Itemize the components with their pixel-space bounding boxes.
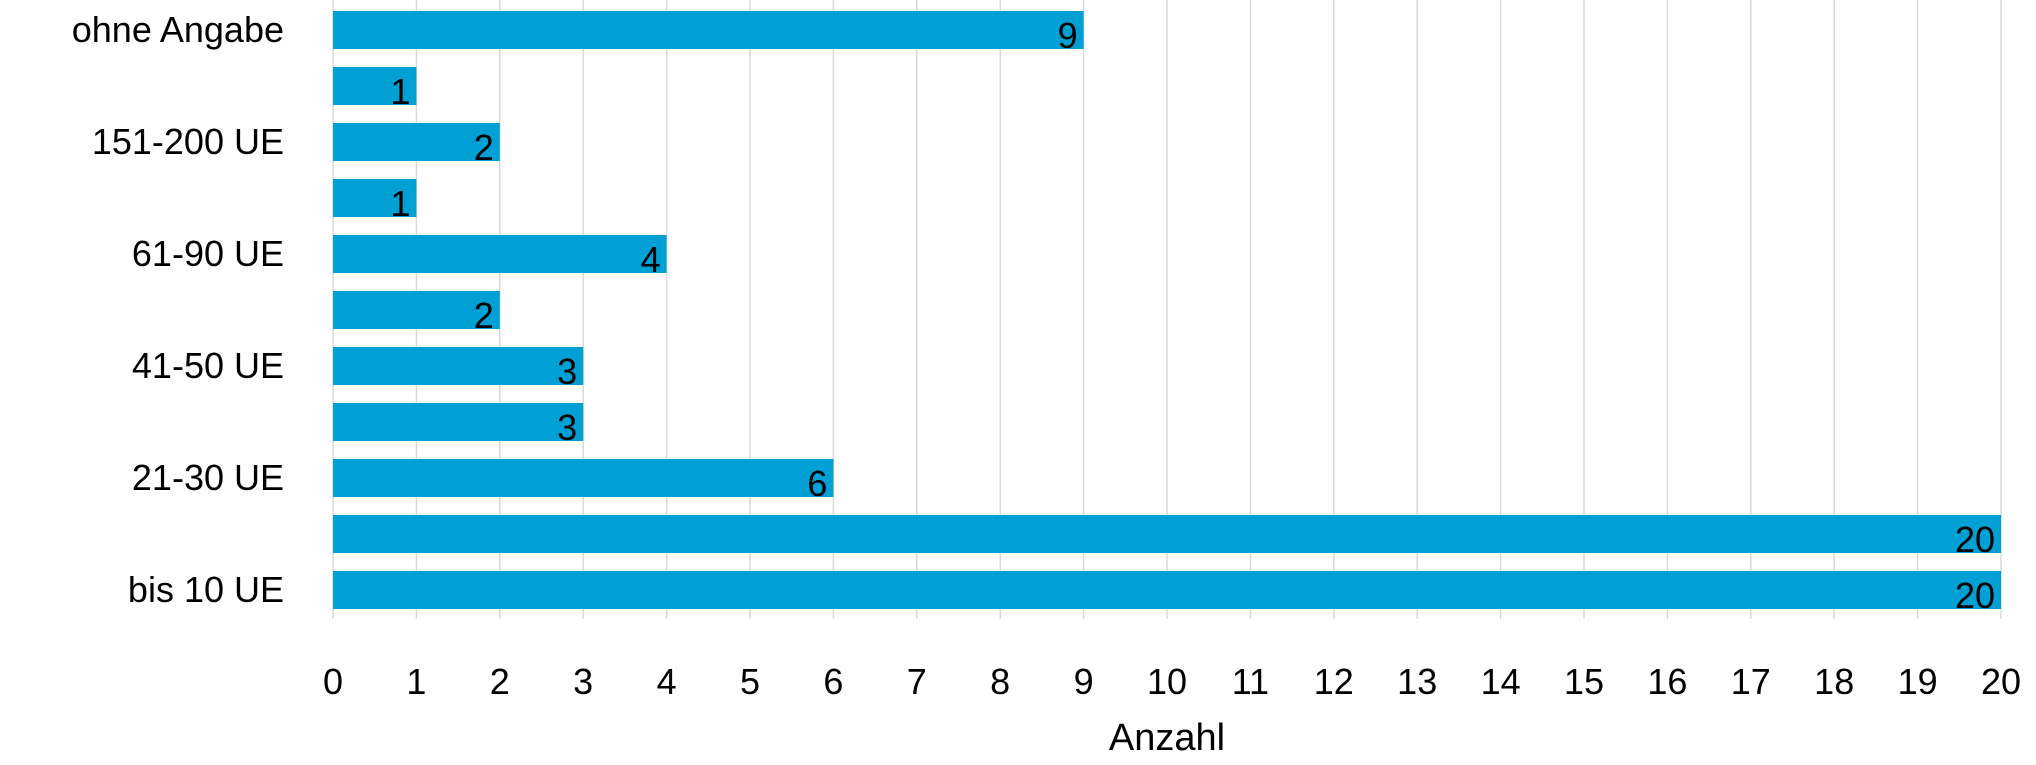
data-label: 1 <box>390 71 410 112</box>
x-tick-label: 17 <box>1731 661 1771 702</box>
data-label: 2 <box>474 295 494 336</box>
x-tick-label: 8 <box>990 661 1010 702</box>
bar <box>333 235 667 273</box>
bar <box>333 67 417 105</box>
x-axis-title: Anzahl <box>1109 717 1225 759</box>
category-label: 21-30 UE <box>132 457 284 498</box>
x-tick-label: 11 <box>1232 661 1269 702</box>
x-tick-label: 12 <box>1314 661 1354 702</box>
data-label: 1 <box>390 183 410 224</box>
x-tick-label: 7 <box>907 661 927 702</box>
x-tick-label: 18 <box>1814 661 1854 702</box>
data-label: 20 <box>1955 519 1995 560</box>
data-labels: 9 1 2 1 4 2 3 3 6 20 20 <box>390 15 1995 616</box>
bar <box>333 291 500 329</box>
x-tick-label: 1 <box>406 661 426 702</box>
bar <box>333 11 1084 49</box>
data-label: 3 <box>557 407 577 448</box>
x-tick-label: 15 <box>1564 661 1604 702</box>
bar <box>333 571 2001 609</box>
bar <box>333 123 500 161</box>
category-label: ohne Angabe <box>72 9 284 50</box>
category-labels: ohne Angabe 151-200 UE 61-90 UE 41-50 UE 21-… <box>72 9 284 610</box>
bar <box>333 459 834 497</box>
bar <box>333 347 584 385</box>
category-label: 151-200 UE <box>92 121 284 162</box>
x-tick-label: 9 <box>1074 661 1094 702</box>
data-label: 6 <box>807 463 827 504</box>
data-label: 2 <box>474 127 494 168</box>
x-tick-label: 14 <box>1481 661 1521 702</box>
bar <box>333 515 2001 553</box>
x-tick-labels: 0 1 2 3 4 5 6 7 8 9 10 11 12 13 14 15 16 17 18 19 20 <box>323 661 2021 702</box>
category-label: bis 10 UE <box>128 569 284 610</box>
x-tick-label: 10 <box>1147 661 1187 702</box>
data-label: 9 <box>1058 15 1078 56</box>
x-tick-label: 2 <box>490 661 510 702</box>
x-tick-label: 13 <box>1397 661 1437 702</box>
x-tick-label: 16 <box>1647 661 1687 702</box>
x-tick-label: 3 <box>573 661 593 702</box>
x-tick-label: 20 <box>1981 661 2021 702</box>
data-label: 4 <box>641 239 661 280</box>
bar <box>333 179 417 217</box>
bar <box>333 403 584 441</box>
data-label: 3 <box>557 351 577 392</box>
category-label: 41-50 UE <box>132 345 284 386</box>
x-tick-label: 4 <box>657 661 677 702</box>
category-label: 61-90 UE <box>132 233 284 274</box>
x-tick-label: 19 <box>1898 661 1938 702</box>
x-tick-label: 6 <box>823 661 843 702</box>
x-tick-label: 5 <box>740 661 760 702</box>
x-tick-label: 0 <box>323 661 343 702</box>
data-label: 20 <box>1955 575 1995 616</box>
bars <box>333 11 2001 609</box>
